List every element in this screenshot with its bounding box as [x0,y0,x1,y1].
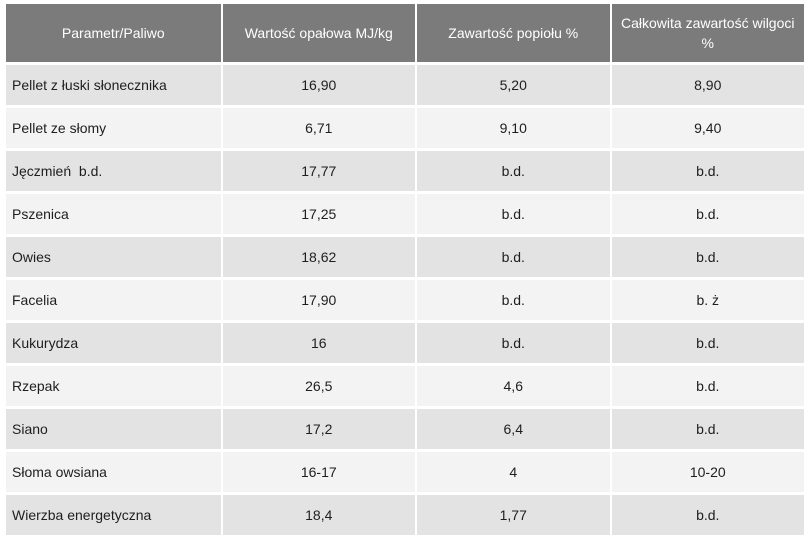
table-row: Słoma owsiana 16-17 4 10-20 [6,452,804,492]
header-row: Parametr/Paliwo Wartość opałowa MJ/kg Za… [6,4,804,62]
fuel-name-cell: Kukurydza [6,323,221,363]
calorific-value-cell: 17,77 [222,151,416,191]
calorific-value-cell: 17,25 [222,194,416,234]
moisture-cell: 8,90 [611,65,804,105]
moisture-cell: 10-20 [611,452,804,492]
table-row: Kukurydza 16 b.d. b.d. [6,323,804,363]
ash-content-cell: 4 [417,452,610,492]
fuel-name-cell: Owies [6,237,221,277]
fuel-name-cell: Pellet ze słomy [6,108,221,148]
fuel-name-cell: Facelia [6,280,221,320]
moisture-cell: b.d. [611,323,804,363]
calorific-value-cell: 17,90 [222,280,416,320]
calorific-value-cell: 16-17 [222,452,416,492]
table-row: Owies 18,62 b.d. b.d. [6,237,804,277]
ash-content-cell: b.d. [417,194,610,234]
calorific-value-cell: 16 [222,323,416,363]
table-row: Siano 17,2 6,4 b.d. [6,409,804,449]
ash-content-cell: 4,6 [417,366,610,406]
fuel-name-cell: Słoma owsiana [6,452,221,492]
table-row: Pellet ze słomy 6,71 9,10 9,40 [6,108,804,148]
fuel-parameters-table: Parametr/Paliwo Wartość opałowa MJ/kg Za… [4,1,806,538]
moisture-cell: 9,40 [611,108,804,148]
table-row: Wierzba energetyczna 18,4 1,77 b.d. [6,495,804,535]
header-calorific-value: Wartość opałowa MJ/kg [222,4,416,62]
ash-content-cell: 9,10 [417,108,610,148]
moisture-cell: b. ż [611,280,804,320]
calorific-value-cell: 16,90 [222,65,416,105]
moisture-cell: b.d. [611,366,804,406]
header-total-moisture: Całkowita zawartość wilgoci % [611,4,804,62]
ash-content-cell: b.d. [417,151,610,191]
header-parameter-fuel: Parametr/Paliwo [6,4,221,62]
moisture-cell: b.d. [611,151,804,191]
fuel-name-cell: Jęczmień b.d. [6,151,221,191]
calorific-value-cell: 6,71 [222,108,416,148]
table-row: Pellet z łuski słonecznika 16,90 5,20 8,… [6,65,804,105]
moisture-cell: b.d. [611,495,804,535]
moisture-cell: b.d. [611,409,804,449]
ash-content-cell: 6,4 [417,409,610,449]
fuel-name-cell: Wierzba energetyczna [6,495,221,535]
ash-content-cell: b.d. [417,323,610,363]
ash-content-cell: 5,20 [417,65,610,105]
ash-content-cell: b.d. [417,237,610,277]
calorific-value-cell: 17,2 [222,409,416,449]
fuel-name-cell: Siano [6,409,221,449]
fuel-name-cell: Pellet z łuski słonecznika [6,65,221,105]
calorific-value-cell: 18,4 [222,495,416,535]
moisture-cell: b.d. [611,194,804,234]
table-row: Rzepak 26,5 4,6 b.d. [6,366,804,406]
calorific-value-cell: 18,62 [222,237,416,277]
fuel-name-cell: Pszenica [6,194,221,234]
table-row: Facelia 17,90 b.d. b. ż [6,280,804,320]
ash-content-cell: 1,77 [417,495,610,535]
calorific-value-cell: 26,5 [222,366,416,406]
table-row: Jęczmień b.d. 17,77 b.d. b.d. [6,151,804,191]
header-ash-content: Zawartość popiołu % [417,4,610,62]
moisture-cell: b.d. [611,237,804,277]
table-row: Pszenica 17,25 b.d. b.d. [6,194,804,234]
ash-content-cell: b.d. [417,280,610,320]
fuel-name-cell: Rzepak [6,366,221,406]
